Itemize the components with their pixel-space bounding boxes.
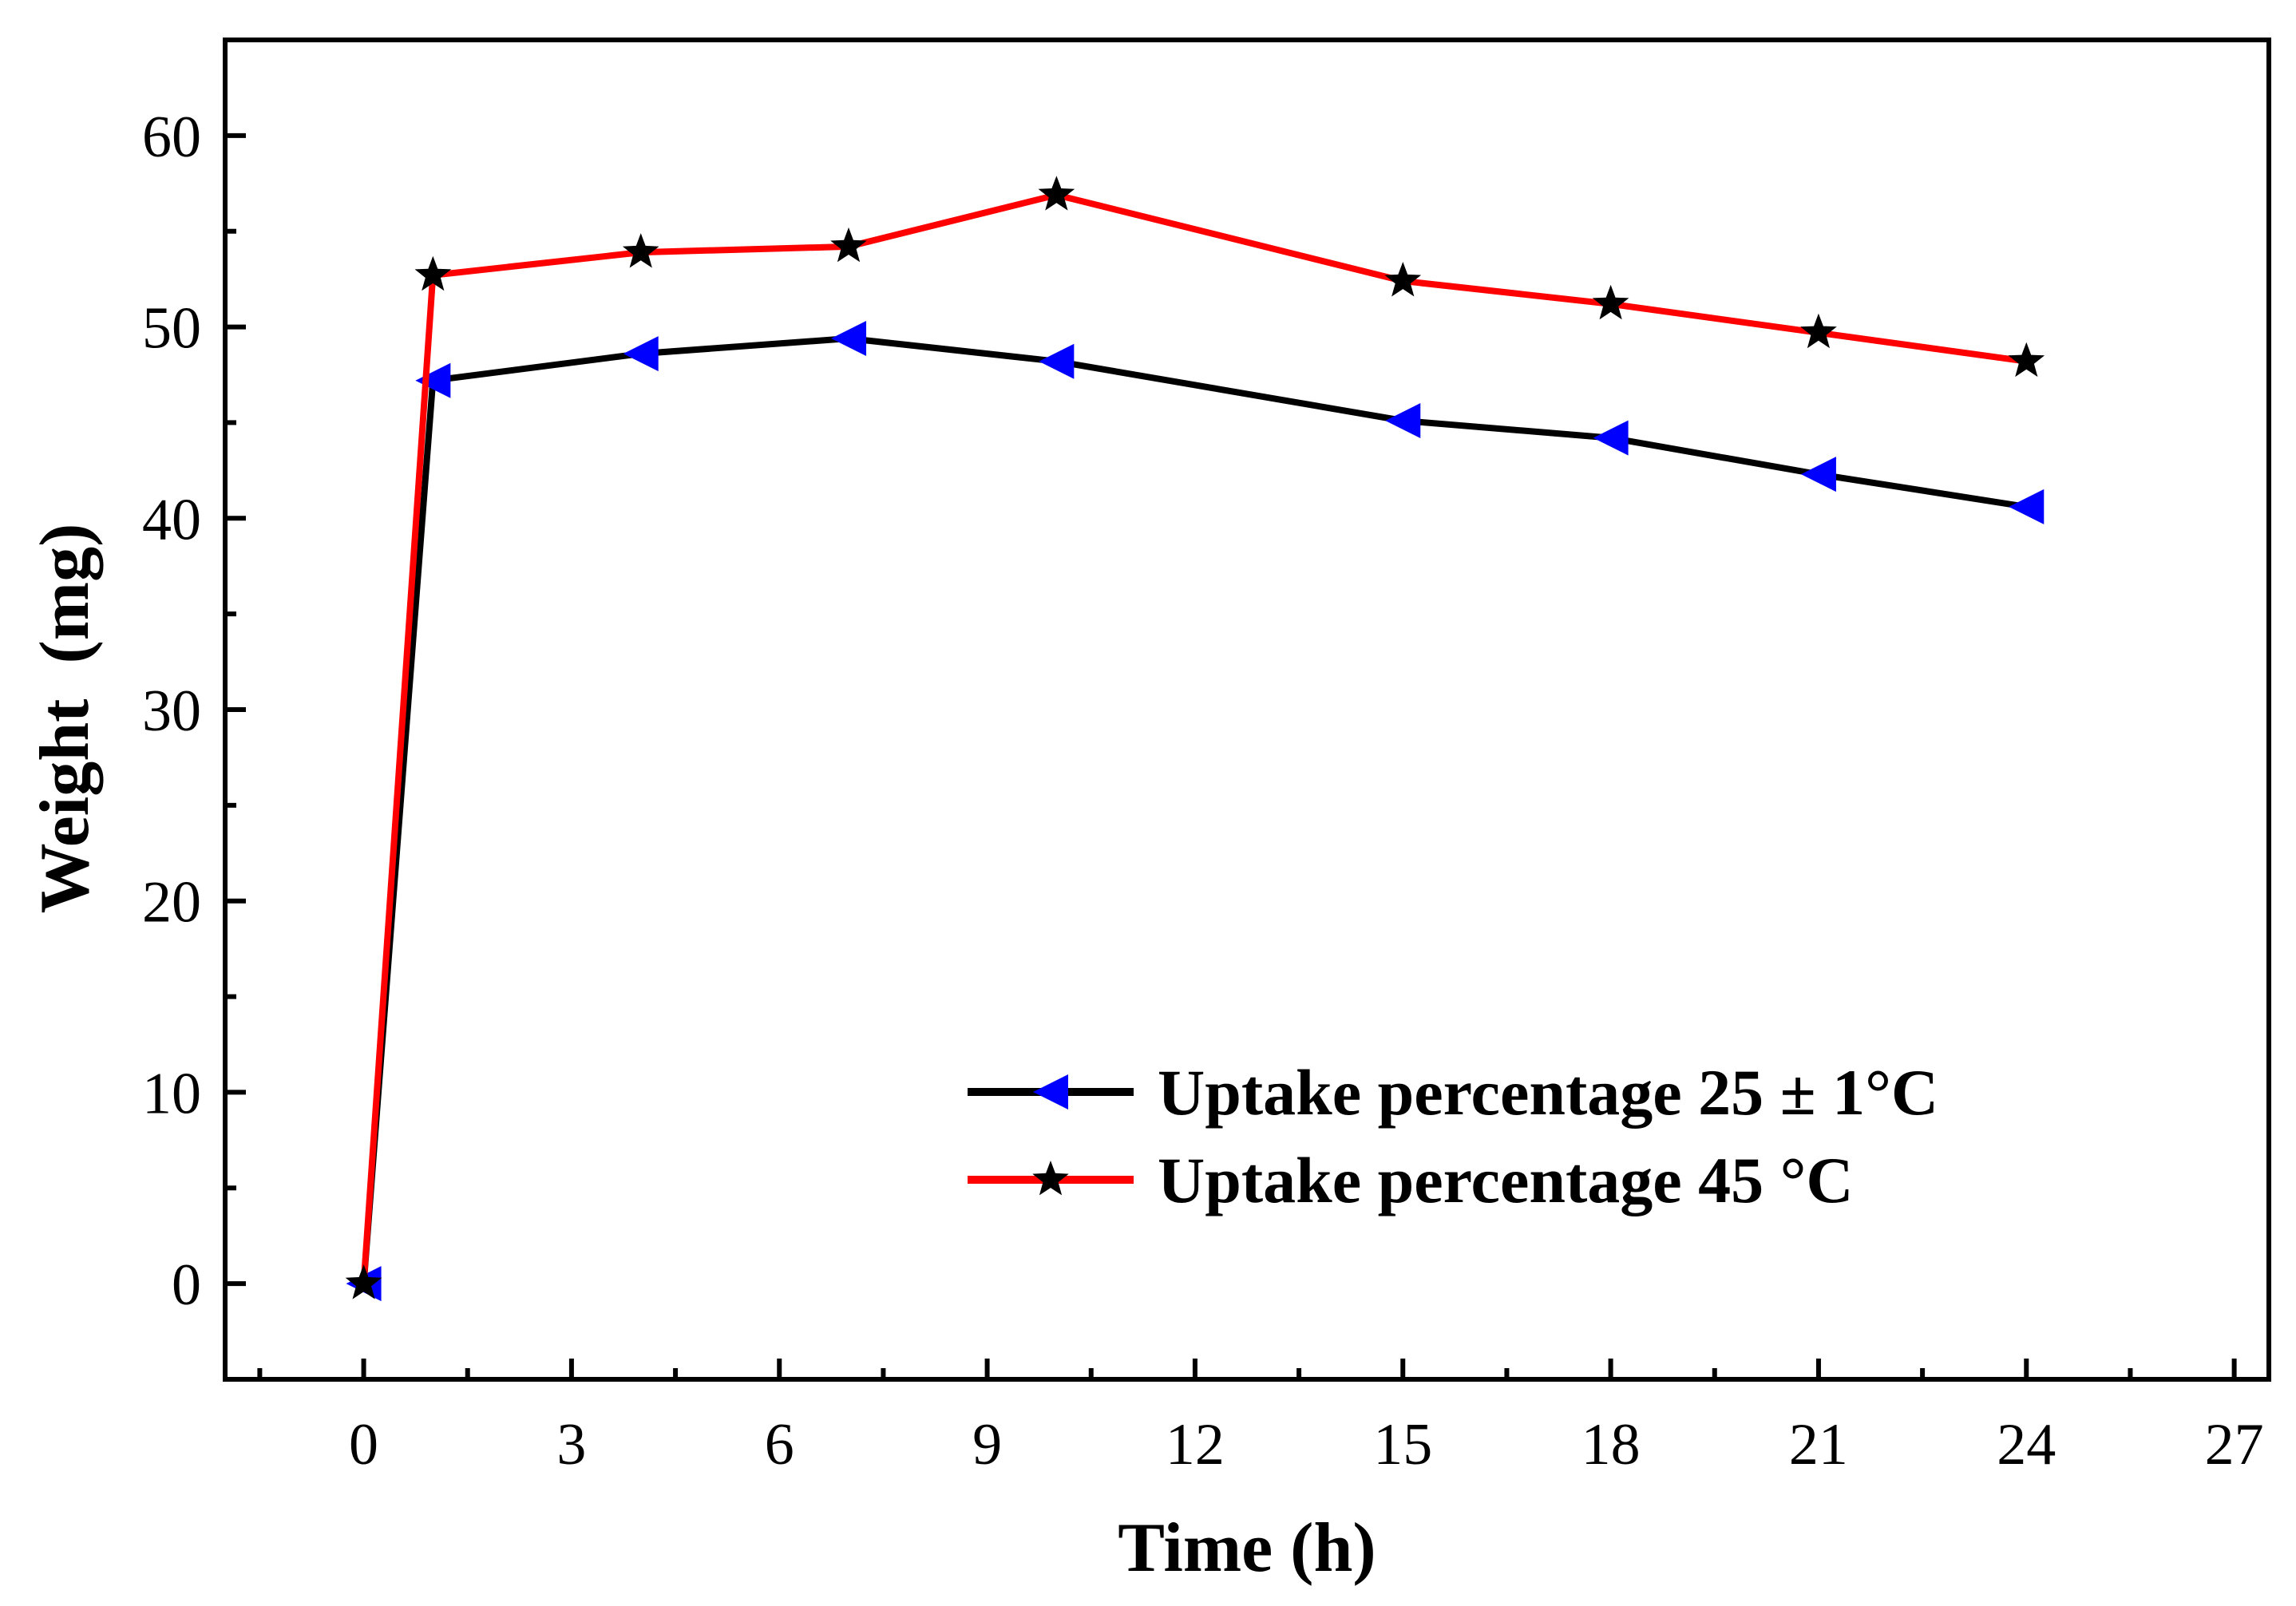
x-tick-label: 21	[1789, 1412, 1848, 1477]
data-point	[2008, 342, 2045, 378]
y-axis-label: Weight (mg)	[26, 524, 104, 914]
y-tick-label: 40	[142, 487, 201, 552]
y-axis-ticks: 0 10 20 30 40 50 60	[142, 38, 246, 1382]
data-point	[1800, 457, 1836, 492]
legend: Uptake percentage 25 ± 1°C Uptake percent…	[968, 1056, 1938, 1216]
legend-marker	[1033, 1074, 1068, 1110]
x-tick-label: 3	[556, 1412, 586, 1477]
x-tick-label: 27	[2205, 1412, 2264, 1477]
y-tick-label: 10	[142, 1061, 201, 1126]
x-tick-label: 24	[1997, 1412, 2056, 1477]
x-tick-label: 0	[349, 1412, 378, 1477]
x-tick-label: 15	[1373, 1412, 1432, 1477]
data-point	[1039, 343, 1075, 379]
data-point	[830, 227, 867, 263]
y-tick-label: 50	[142, 296, 201, 362]
x-tick-label: 9	[972, 1412, 1002, 1477]
x-axis-ticks: 0 3 6 9 12 15 18 21 24 27	[257, 1359, 2264, 1477]
data-point	[1592, 284, 1629, 320]
legend-item: Uptake percentage 45 °C	[968, 1144, 1854, 1216]
x-tick-label: 18	[1581, 1412, 1641, 1477]
data-point	[1385, 403, 1421, 439]
y-tick-label: 60	[142, 105, 201, 170]
data-point	[831, 320, 867, 356]
data-point	[1593, 420, 1629, 456]
legend-label: Uptake percentage 45 °C	[1158, 1144, 1854, 1216]
data-point	[415, 362, 451, 398]
data-point	[414, 255, 452, 291]
series-line	[360, 335, 2027, 1284]
y-tick-label: 0	[172, 1252, 201, 1318]
data-point	[622, 233, 659, 268]
legend-label: Uptake percentage 25 ± 1°C	[1158, 1056, 1938, 1129]
series-layer	[345, 176, 2045, 1302]
data-point	[2009, 489, 2045, 524]
y-tick-label: 30	[142, 678, 201, 744]
x-axis-label: Time (h)	[1118, 1509, 1376, 1587]
series-0	[346, 320, 2045, 1302]
data-point	[1800, 313, 1837, 349]
legend-marker	[1032, 1161, 1069, 1196]
data-point	[1384, 262, 1422, 297]
x-tick-label: 6	[765, 1412, 794, 1477]
data-point	[623, 336, 659, 372]
y-tick-label: 20	[142, 870, 201, 936]
data-point	[1038, 176, 1075, 211]
x-tick-label: 12	[1166, 1412, 1225, 1477]
series-1	[345, 176, 2045, 1299]
data-point	[345, 1264, 382, 1299]
legend-item: Uptake percentage 25 ± 1°C	[968, 1056, 1938, 1129]
